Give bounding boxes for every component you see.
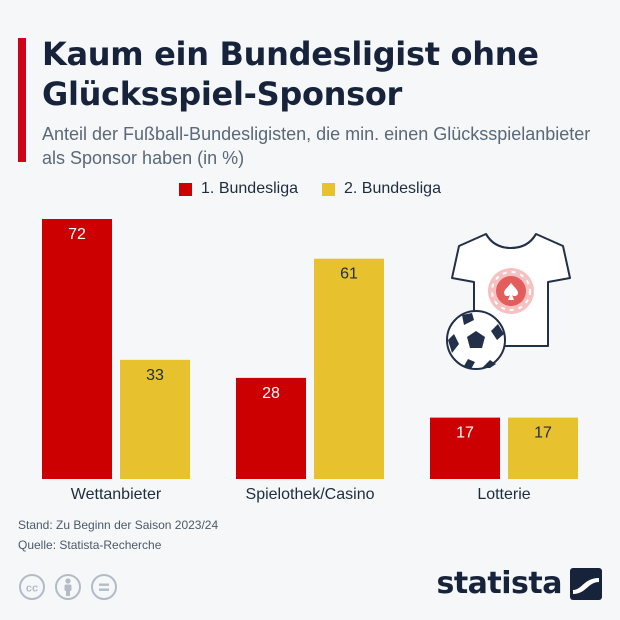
legend-swatch-1: [179, 182, 193, 196]
statista-logo[interactable]: statista: [436, 566, 602, 601]
bar-value-label: 28: [262, 385, 280, 402]
bar-value-label: 33: [146, 367, 164, 384]
football-icon: [446, 310, 506, 370]
category-label: Lotterie: [477, 486, 530, 503]
legend-swatch-2: [322, 182, 335, 196]
bar-value-label: 72: [68, 226, 86, 243]
bar-value-label: 61: [340, 266, 358, 283]
legend-label-2: 2. Bundesliga: [344, 180, 441, 197]
bars-group: 72 33 Wettanbieter 28 61 Spielothek/Casino 17 1…: [42, 219, 578, 503]
legend-item-2: 2. Bundesliga: [322, 180, 441, 198]
bar-value-label: 17: [534, 425, 552, 442]
legend-item-1: 1. Bundesliga: [179, 180, 298, 198]
legend-label-1: 1. Bundesliga: [201, 180, 298, 197]
bar-1-1: [42, 219, 112, 479]
person-icon[interactable]: [54, 573, 82, 601]
bar-value-label: 17: [456, 425, 474, 442]
footnote-source: Quelle: Statista-Recherche: [18, 538, 162, 552]
bar-2-1: [120, 359, 190, 479]
chart-title: Kaum ein Bundesligist ohne Glücksspiel-S…: [42, 35, 539, 113]
legend: 1. Bundesliga 2. Bundesliga: [0, 180, 620, 198]
bar-1-3: [430, 417, 500, 479]
footnote-stand: Stand: Zu Beginn der Saison 2023/24: [18, 518, 219, 532]
title-accent-bar: [18, 38, 26, 162]
statista-logo-icon: [570, 567, 602, 600]
category-label: Spielothek/Casino: [246, 486, 375, 503]
bar-1-2: [236, 377, 306, 479]
category-label: Wettanbieter: [71, 486, 162, 503]
svg-text:cc: cc: [26, 583, 38, 595]
bar-2-3: [508, 417, 578, 479]
equal-icon[interactable]: [90, 573, 118, 601]
chart-subtitle: Anteil der Fußball-Bundesligisten, die m…: [42, 124, 591, 168]
cc-icon[interactable]: cc: [18, 573, 46, 601]
brand-name: statista: [436, 566, 562, 601]
bar-2-2: [314, 258, 384, 479]
